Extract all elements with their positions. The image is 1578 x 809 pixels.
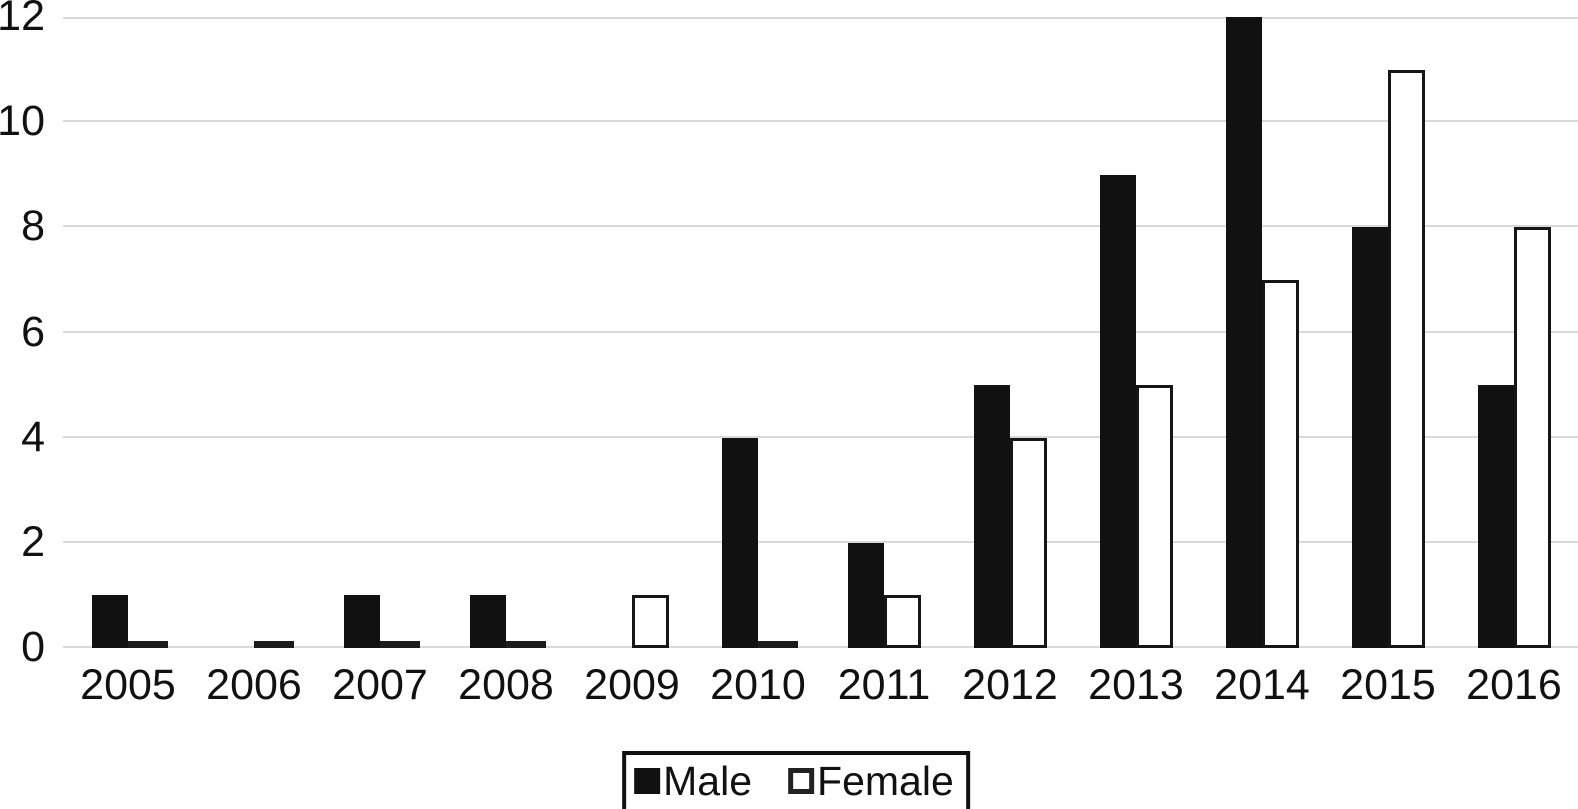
gridline-y-0 <box>63 646 1578 648</box>
bar-male-2012 <box>974 385 1010 648</box>
x-tick-label-2007: 2007 <box>332 661 428 709</box>
gridline-y-6 <box>63 330 1578 333</box>
y-tick-label-8: 8 <box>21 202 45 251</box>
bar-male-2011 <box>848 543 884 648</box>
gridline-y-10 <box>63 120 1578 123</box>
bar-male-2016 <box>1478 385 1514 648</box>
y-tick-label-6: 6 <box>21 307 45 356</box>
x-tick-label-2005: 2005 <box>80 661 176 709</box>
bar-female-2007 <box>380 641 420 648</box>
bar-female-2013 <box>1136 385 1173 648</box>
bar-male-2008 <box>470 595 506 648</box>
legend-item-female: Female <box>788 758 954 804</box>
bar-male-2010 <box>722 438 758 648</box>
bar-female-2016 <box>1514 227 1551 648</box>
bar-female-2014 <box>1262 280 1299 648</box>
legend-female-label: Female <box>817 758 954 804</box>
bar-female-2015 <box>1388 70 1425 648</box>
y-tick-label-4: 4 <box>21 412 45 461</box>
legend-male-label: Male <box>663 758 753 804</box>
x-tick-label-2013: 2013 <box>1088 661 1184 709</box>
female-swatch-icon <box>788 768 815 794</box>
y-tick-label-2: 2 <box>21 517 45 566</box>
legend-item-male: Male <box>634 758 752 804</box>
bar-male-2005 <box>92 595 128 648</box>
bar-male-2007 <box>344 595 380 648</box>
x-tick-label-2008: 2008 <box>458 661 554 709</box>
bar-male-2014 <box>1226 17 1262 648</box>
x-tick-label-2006: 2006 <box>206 661 302 709</box>
bar-female-2005 <box>128 641 168 648</box>
bar-female-2006 <box>254 641 294 648</box>
legend: Male Female <box>622 751 970 809</box>
bar-female-2012 <box>1010 438 1047 648</box>
x-tick-label-2010: 2010 <box>710 661 806 709</box>
male-swatch-icon <box>634 768 661 794</box>
gridline-y-4 <box>63 435 1578 438</box>
x-tick-label-2011: 2011 <box>837 661 931 709</box>
bar-female-2010 <box>758 641 798 648</box>
x-axis: 2005 2006 2007 2008 2009 2010 2011 2012 2013 2014… <box>63 660 1578 715</box>
x-tick-label-2015: 2015 <box>1340 661 1436 709</box>
plot-area <box>63 17 1578 648</box>
y-axis: 0 2 4 6 8 10 12 <box>0 0 55 671</box>
gridline-y-2 <box>63 540 1578 543</box>
x-tick-label-2014: 2014 <box>1214 661 1310 709</box>
x-tick-label-2012: 2012 <box>962 661 1058 709</box>
y-tick-label-0: 0 <box>21 623 45 671</box>
gridline-y-12 <box>63 17 1578 19</box>
bar-female-2011 <box>884 595 921 648</box>
y-tick-label-10: 10 <box>0 97 45 146</box>
x-tick-label-2016: 2016 <box>1466 661 1562 709</box>
bar-male-2015 <box>1352 227 1388 648</box>
y-tick-label-12: 12 <box>0 0 45 40</box>
gridline-y-8 <box>63 225 1578 228</box>
bar-female-2009 <box>632 595 669 648</box>
bar-female-2008 <box>506 641 546 648</box>
bar-male-2013 <box>1100 175 1136 648</box>
x-tick-label-2009: 2009 <box>584 661 680 709</box>
